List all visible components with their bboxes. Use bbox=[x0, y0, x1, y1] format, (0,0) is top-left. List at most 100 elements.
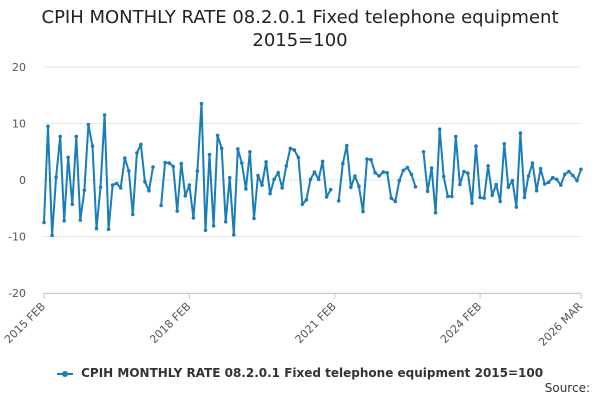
x-tick-label: 2026 MAR bbox=[536, 300, 585, 349]
y-tick-label: 10 bbox=[12, 118, 26, 131]
data-point bbox=[70, 202, 75, 207]
x-tick-label: 2024 FEB bbox=[438, 300, 484, 346]
data-point bbox=[147, 188, 151, 193]
data-point bbox=[167, 161, 171, 165]
data-point bbox=[429, 166, 434, 170]
data-point bbox=[458, 182, 462, 187]
data-point bbox=[86, 122, 91, 127]
data-point bbox=[179, 161, 184, 166]
data-point bbox=[361, 209, 365, 214]
data-point bbox=[50, 233, 54, 238]
data-point bbox=[397, 178, 402, 183]
data-point bbox=[288, 146, 293, 151]
data-point bbox=[175, 209, 179, 213]
grid-lines bbox=[44, 66, 581, 294]
x-tick-label: 2018 FEB bbox=[147, 300, 193, 346]
data-point bbox=[127, 169, 131, 173]
data-point bbox=[316, 177, 321, 182]
data-point bbox=[409, 172, 414, 177]
data-point bbox=[62, 218, 66, 223]
data-point bbox=[446, 194, 450, 199]
data-point bbox=[514, 205, 519, 209]
data-point bbox=[546, 180, 551, 185]
data-point bbox=[377, 174, 381, 178]
data-point bbox=[369, 157, 373, 162]
data-point bbox=[470, 201, 474, 205]
data-point bbox=[526, 174, 531, 178]
data-point bbox=[542, 182, 547, 186]
data-point bbox=[191, 216, 196, 220]
data-point bbox=[211, 224, 216, 228]
legend-label: CPIH MONTHLY RATE 08.2.0.1 Fixed telepho… bbox=[81, 366, 544, 380]
data-point bbox=[425, 189, 430, 194]
data-point bbox=[203, 228, 208, 233]
data-point bbox=[474, 144, 478, 148]
data-point bbox=[494, 182, 499, 187]
data-point bbox=[534, 188, 539, 193]
data-point bbox=[187, 183, 192, 187]
data-point bbox=[219, 146, 224, 151]
data-point bbox=[401, 168, 406, 173]
data-point bbox=[345, 143, 349, 148]
data-point bbox=[82, 188, 87, 192]
data-point bbox=[530, 161, 535, 165]
data-point bbox=[171, 164, 175, 169]
data-point bbox=[433, 211, 438, 215]
data-point bbox=[74, 134, 79, 139]
data-point bbox=[195, 169, 200, 173]
data-point bbox=[381, 170, 386, 174]
data-point bbox=[482, 196, 486, 200]
legend-line-marker-icon bbox=[56, 370, 73, 377]
data-point bbox=[272, 177, 276, 182]
y-tick-label: -20 bbox=[8, 287, 26, 300]
data-point bbox=[365, 157, 369, 161]
data-point bbox=[98, 185, 103, 190]
data-point bbox=[276, 170, 281, 175]
chart-title-text: CPIH MONTHLY RATE 08.2.0.1 Fixed telepho… bbox=[0, 6, 600, 52]
data-point bbox=[240, 161, 244, 165]
data-point bbox=[437, 127, 442, 131]
data-point bbox=[284, 164, 289, 168]
data-point bbox=[510, 178, 515, 183]
data-point bbox=[563, 172, 567, 177]
data-point bbox=[300, 202, 305, 207]
data-point bbox=[575, 178, 579, 183]
data-point bbox=[143, 179, 147, 184]
data-point bbox=[567, 169, 571, 174]
x-tick-label: 2021 FEB bbox=[293, 300, 339, 346]
data-point bbox=[421, 150, 426, 154]
data-point bbox=[579, 167, 583, 172]
legend[interactable]: CPIH MONTHLY RATE 08.2.0.1 Fixed telepho… bbox=[0, 366, 600, 380]
data-point bbox=[248, 150, 252, 154]
data-point bbox=[94, 226, 99, 231]
data-point bbox=[236, 147, 240, 151]
chart-title-line-2: 2015=100 bbox=[252, 30, 348, 51]
y-tick-label: -10 bbox=[8, 231, 26, 244]
data-point bbox=[244, 187, 248, 191]
data-point bbox=[207, 152, 212, 157]
data-point bbox=[292, 148, 297, 152]
data-point bbox=[252, 216, 256, 221]
data-point bbox=[296, 155, 301, 160]
x-axis: 2015 FEB 2018 FEB 2021 FEB 2024 FEB 2026 MAR bbox=[2, 293, 585, 349]
data-point bbox=[308, 177, 313, 182]
data-point bbox=[441, 174, 446, 179]
series-line-segment bbox=[337, 144, 417, 213]
data-point bbox=[54, 175, 58, 179]
data-point bbox=[131, 212, 135, 217]
data-point bbox=[486, 164, 490, 168]
data-point bbox=[555, 177, 559, 182]
data-point bbox=[42, 220, 46, 225]
chart-title: CPIH MONTHLY RATE 08.2.0.1 Fixed telepho… bbox=[0, 6, 600, 52]
data-point bbox=[328, 187, 333, 192]
data-point bbox=[123, 156, 127, 160]
data-point bbox=[405, 165, 410, 170]
data-point bbox=[538, 166, 543, 171]
data-point bbox=[199, 101, 204, 106]
data-point bbox=[268, 191, 272, 196]
data-point bbox=[223, 220, 228, 224]
data-point bbox=[571, 173, 575, 178]
data-point bbox=[490, 193, 495, 198]
data-point bbox=[413, 185, 418, 189]
